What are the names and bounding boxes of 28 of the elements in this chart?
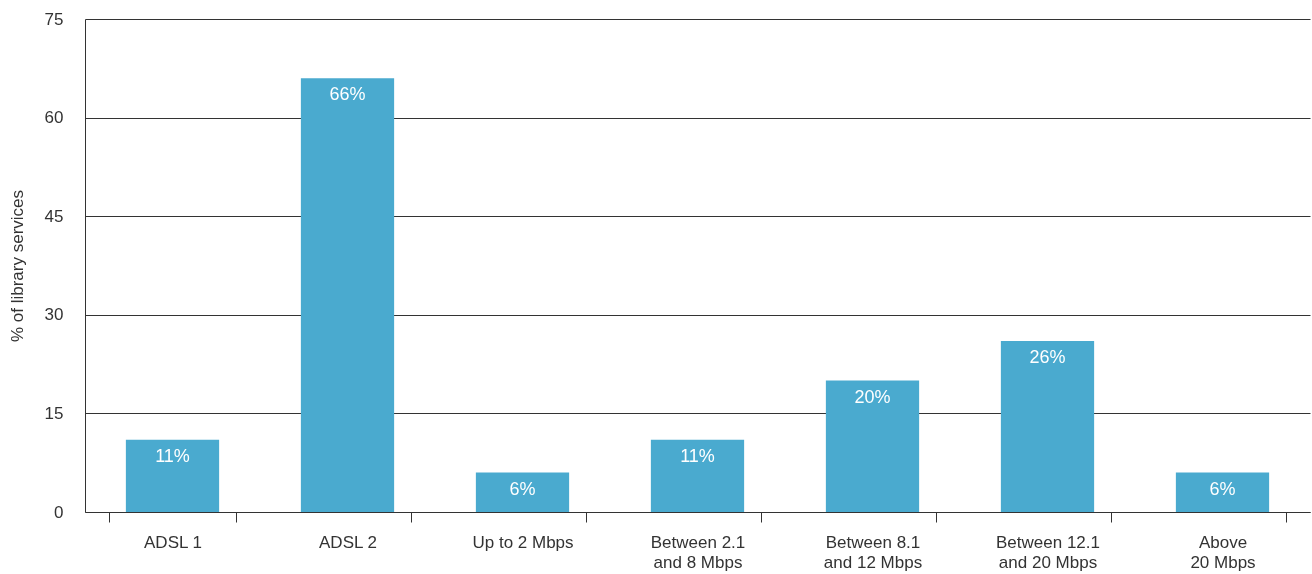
data-label: 20% [854,386,891,407]
bar [650,439,745,512]
y-tick-label: 45 [44,206,64,226]
bar [1000,341,1095,512]
bar [300,78,395,512]
data-label: 11% [680,445,715,466]
y-tick-label: 30 [44,305,64,325]
data-label: 26% [1029,347,1066,368]
data-label: 66% [329,84,366,105]
y-tick-label: 15 [44,403,64,423]
x-tick-label: Up to 2 Mbps [472,532,574,552]
y-tick-label: 75 [44,9,64,29]
bar [475,472,570,512]
data-label: 6% [509,478,536,499]
data-label: 11% [155,445,190,466]
data-label: 6% [1209,478,1236,499]
bar [125,439,220,512]
x-tick-label: Between 2.1 and 8 Mbps [650,532,746,572]
y-tick-label: 60 [44,108,64,128]
x-tick-label: Between 8.1 and 12 Mbps [823,532,923,572]
bar [825,380,920,512]
y-axis-title: % of library services [7,189,27,343]
bar [1175,472,1270,512]
y-tick-label: 0 [54,502,64,522]
x-tick-label: Above 20 Mbps [1190,532,1256,572]
x-tick-label: Between 12.1 and 20 Mbps [996,532,1100,572]
x-tick-label: ADSL 1 [144,532,202,552]
x-tick-label: ADSL 2 [319,532,377,552]
